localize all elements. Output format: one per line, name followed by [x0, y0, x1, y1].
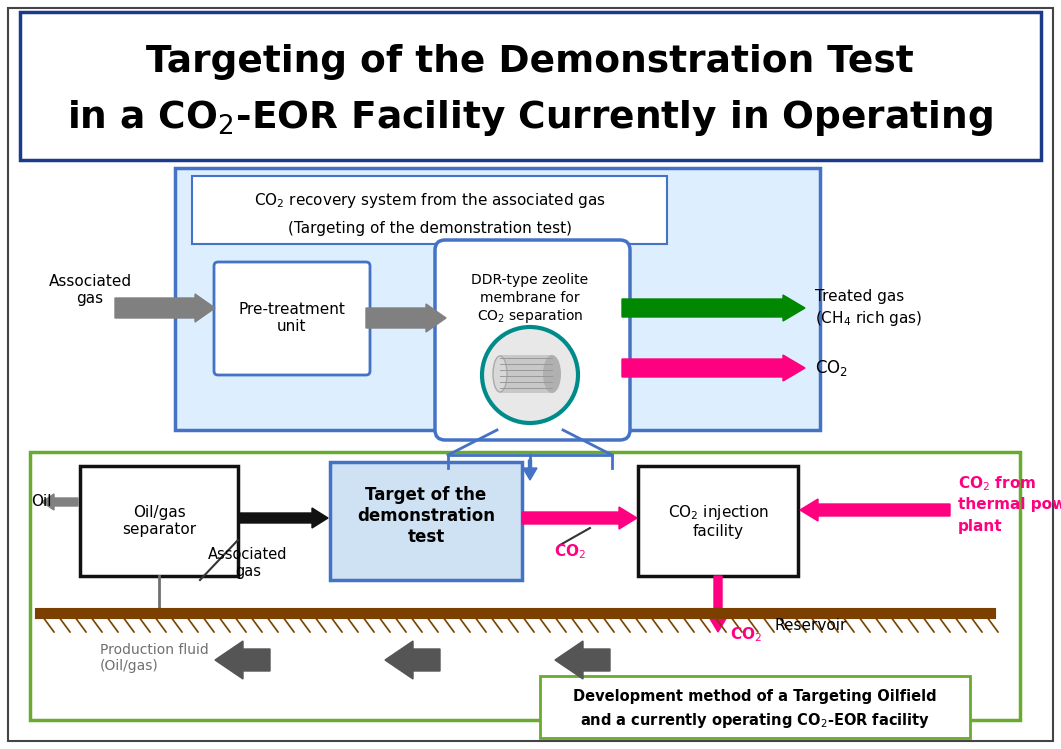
Text: plant: plant	[958, 518, 1003, 533]
Text: Pre-treatment
unit: Pre-treatment unit	[239, 302, 346, 334]
Text: CO$_2$ recovery system from the associated gas: CO$_2$ recovery system from the associat…	[254, 190, 606, 210]
Text: Development method of a Targeting Oilfield: Development method of a Targeting Oilfie…	[573, 690, 937, 705]
Text: Target of the: Target of the	[365, 486, 487, 504]
Text: CO$_2$ from: CO$_2$ from	[958, 475, 1037, 494]
Text: DDR-type zeolite: DDR-type zeolite	[471, 273, 589, 287]
Text: membrane for: membrane for	[481, 291, 579, 305]
Ellipse shape	[543, 355, 561, 393]
FancyArrow shape	[523, 460, 537, 480]
FancyBboxPatch shape	[214, 262, 370, 375]
FancyBboxPatch shape	[638, 466, 798, 576]
Text: CO$_2$ separation: CO$_2$ separation	[476, 307, 584, 325]
Text: and a currently operating CO$_2$-EOR facility: and a currently operating CO$_2$-EOR fac…	[580, 711, 930, 730]
Text: Treated gas: Treated gas	[815, 288, 904, 303]
Text: CO$_2$: CO$_2$	[815, 358, 848, 378]
Text: thermal power: thermal power	[958, 497, 1061, 512]
FancyArrow shape	[622, 355, 805, 381]
Ellipse shape	[493, 356, 507, 392]
FancyBboxPatch shape	[500, 355, 552, 393]
Text: Oil/gas
separator: Oil/gas separator	[122, 505, 196, 537]
FancyBboxPatch shape	[30, 452, 1020, 720]
Text: CO$_2$: CO$_2$	[554, 542, 586, 561]
FancyBboxPatch shape	[20, 12, 1041, 160]
FancyArrow shape	[115, 294, 215, 322]
Text: Associated
gas: Associated gas	[208, 547, 288, 579]
Text: Associated
gas: Associated gas	[49, 274, 132, 306]
FancyBboxPatch shape	[80, 466, 238, 576]
Circle shape	[482, 327, 578, 423]
FancyBboxPatch shape	[540, 676, 970, 738]
Text: in a CO$_2$-EOR Facility Currently in Operating: in a CO$_2$-EOR Facility Currently in Op…	[67, 98, 993, 138]
FancyArrow shape	[555, 641, 610, 679]
FancyArrow shape	[366, 304, 446, 332]
FancyArrow shape	[385, 641, 440, 679]
Text: test: test	[407, 528, 445, 546]
FancyArrow shape	[709, 576, 727, 632]
FancyBboxPatch shape	[175, 168, 820, 430]
FancyArrow shape	[42, 494, 79, 510]
FancyArrow shape	[800, 499, 950, 521]
FancyBboxPatch shape	[8, 8, 1053, 741]
FancyArrow shape	[622, 295, 805, 321]
FancyArrow shape	[522, 507, 637, 529]
Text: Reservoir: Reservoir	[775, 617, 848, 632]
FancyBboxPatch shape	[330, 462, 522, 580]
Text: (CH$_4$ rich gas): (CH$_4$ rich gas)	[815, 309, 922, 327]
Text: Production fluid
(Oil/gas): Production fluid (Oil/gas)	[100, 643, 209, 673]
Text: demonstration: demonstration	[356, 507, 495, 525]
FancyArrow shape	[215, 641, 269, 679]
FancyBboxPatch shape	[435, 240, 630, 440]
Text: CO$_2$: CO$_2$	[730, 625, 762, 644]
FancyArrow shape	[238, 508, 328, 528]
Text: (Targeting of the demonstration test): (Targeting of the demonstration test)	[288, 220, 572, 235]
Text: Targeting of the Demonstration Test: Targeting of the Demonstration Test	[146, 44, 914, 80]
FancyBboxPatch shape	[192, 176, 667, 244]
Text: Oil: Oil	[32, 494, 52, 509]
Text: CO$_2$ injection
facility: CO$_2$ injection facility	[667, 503, 768, 539]
